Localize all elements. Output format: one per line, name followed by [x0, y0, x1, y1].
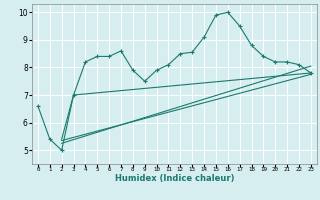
X-axis label: Humidex (Indice chaleur): Humidex (Indice chaleur)	[115, 174, 234, 183]
